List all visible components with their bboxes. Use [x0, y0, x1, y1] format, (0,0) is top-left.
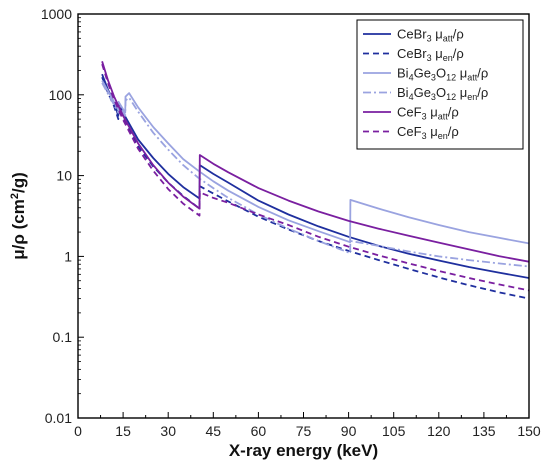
- x-tick-label: 45: [206, 423, 222, 439]
- legend-label-0: CeBr3 μatt/ρ: [397, 27, 464, 44]
- legend-label-2: Bi4Ge3O12 μatt/ρ: [397, 66, 488, 83]
- x-tick-label: 150: [517, 423, 541, 439]
- legend-box: [356, 19, 524, 150]
- y-tick-label: 0.1: [53, 329, 73, 345]
- y-tick-label: 10: [56, 168, 72, 184]
- x-tick-label: 135: [472, 423, 496, 439]
- y-title-main: μ/ρ (cm: [9, 199, 28, 260]
- series-line-3: [101, 82, 529, 268]
- x-axis-title: X-ray energy (keV): [229, 441, 378, 460]
- y-tick-label: 0.01: [45, 410, 72, 426]
- x-tick-label: 75: [296, 423, 312, 439]
- series-line-5: [101, 63, 529, 292]
- y-axis-title: μ/ρ (cm2/g): [9, 172, 28, 260]
- legend-label-5: CeF3 μen/ρ: [397, 124, 459, 141]
- legend-label-1: CeBr3 μen/ρ: [397, 46, 464, 63]
- y-axis: 0.01 0.1 1 10 100 1000: [41, 6, 84, 426]
- legend-label-3: Bi4Ge3O12 μen/ρ: [397, 85, 488, 102]
- x-tick-label: 0: [74, 423, 82, 439]
- series-line-4: [101, 61, 529, 263]
- x-tick-label: 105: [382, 423, 406, 439]
- y-title-tail: /g): [9, 172, 28, 193]
- y-title-sup: 2: [9, 193, 21, 199]
- series-line-2: [101, 80, 529, 245]
- legend: CeBr3 μatt/ρ CeBr3 μen/ρ Bi4Ge3O12 μatt/ρ B…: [356, 19, 524, 150]
- legend-label-4: CeF3 μatt/ρ: [397, 105, 459, 122]
- x-tick-label: 90: [341, 423, 357, 439]
- x-axis: 0 15 30 45 60 75 90 105 120 135 150: [74, 412, 541, 439]
- series-layer: [101, 61, 529, 300]
- x-tick-label: 120: [427, 423, 451, 439]
- x-tick-label: 60: [251, 423, 267, 439]
- x-tick-label: 15: [115, 423, 131, 439]
- y-tick-label: 1000: [41, 6, 72, 22]
- y-tick-label: 100: [49, 87, 73, 103]
- x-tick-label: 30: [160, 423, 176, 439]
- y-tick-label: 1: [64, 248, 72, 264]
